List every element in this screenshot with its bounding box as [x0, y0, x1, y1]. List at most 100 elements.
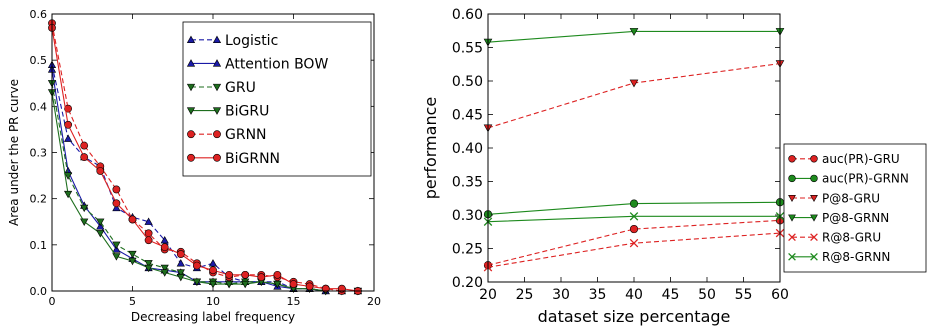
- data-point: [629, 212, 639, 221]
- data-point: [176, 250, 185, 258]
- data-point: [80, 204, 89, 213]
- data-point: [112, 203, 121, 212]
- legend-label: Logistic: [225, 33, 278, 49]
- data-point: [80, 218, 89, 226]
- legend-label: auc(PR)-GRU: [822, 152, 900, 166]
- y-tick-label: 0.20: [452, 275, 483, 291]
- data-point: [112, 253, 121, 261]
- y-axis-label: performance: [421, 97, 440, 199]
- data-point: [63, 190, 73, 199]
- y-tick-label: 0.60: [452, 7, 483, 23]
- data-point: [305, 282, 314, 291]
- legend-marker: [810, 174, 818, 183]
- legend-item: auc(PR)-GRU: [788, 152, 900, 166]
- data-point: [629, 199, 639, 208]
- y-tick-label: 0.0: [30, 285, 48, 298]
- y-tick-label: 0.55: [452, 41, 483, 57]
- data-point: [96, 230, 105, 238]
- legend-label: BiGRU: [225, 104, 269, 120]
- x-tick-label: 50: [698, 287, 716, 303]
- legend-box: [182, 21, 372, 177]
- legend-box: [783, 143, 927, 273]
- data-point: [160, 243, 169, 252]
- series-r-8-grnn: [483, 212, 785, 226]
- y-tick-label: 0.2: [30, 193, 48, 206]
- data-point: [257, 273, 266, 282]
- x-tick-label: 15: [287, 295, 301, 308]
- legend-label: auc(PR)-GRNN: [822, 172, 909, 186]
- legend-marker: [810, 155, 818, 163]
- legend-item: R@8-GRU: [788, 231, 881, 245]
- y-tick-label: 0.45: [452, 108, 483, 124]
- legend-item: R@8-GRNN: [788, 250, 890, 264]
- data-point: [629, 79, 639, 88]
- legend: auc(PR)-GRU auc(PR)-GRNN P@8-GRU P@8-GRNN R@…: [783, 143, 927, 273]
- data-point: [144, 264, 153, 273]
- data-point: [241, 280, 250, 289]
- y-tick-label: 0.6: [30, 8, 48, 21]
- legend-marker: [186, 59, 196, 67]
- series-line: [487, 232, 781, 268]
- data-point: [144, 229, 153, 238]
- series-auc-pr-grnn: [483, 198, 785, 219]
- x-tick-label: 55: [735, 287, 753, 303]
- legend-item: GRU: [186, 80, 256, 96]
- legend-label: R@8-GRU: [822, 231, 881, 245]
- y-tick-label: 0.35: [452, 175, 483, 191]
- x-tick-label: 20: [479, 287, 497, 303]
- legend-marker: [212, 107, 222, 115]
- data-point: [144, 260, 153, 268]
- axes-frame: [487, 13, 781, 283]
- legend-marker: [187, 153, 195, 162]
- x-tick-label: 20: [367, 295, 381, 308]
- y-tick-label: 0.50: [452, 74, 483, 90]
- legend-marker: [810, 214, 818, 222]
- legend-marker: [212, 35, 222, 43]
- legend-marker: [788, 252, 796, 261]
- legend-marker: [186, 35, 196, 43]
- legend-item: GRNN: [187, 127, 267, 143]
- data-point: [96, 222, 105, 230]
- series-r-8-gru: [483, 228, 785, 272]
- y-axis-label: Area under the PR curve: [7, 79, 21, 226]
- data-point: [128, 250, 137, 259]
- legend-label: P@8-GRNN: [822, 211, 889, 225]
- x-tick-label: 5: [129, 295, 136, 308]
- chart-1: 0 5 10 15 20 0.0 0.1 0.2 0.3 0.4 0.5 0.6 Decreasing …: [7, 8, 381, 324]
- data-point: [112, 199, 121, 208]
- series-line: [487, 63, 781, 129]
- legend-label: GRU: [225, 80, 256, 96]
- legend-item: Attention BOW: [186, 56, 328, 72]
- data-point: [321, 284, 330, 293]
- data-point: [629, 224, 639, 234]
- x-axis-label: dataset size percentage: [538, 307, 731, 326]
- data-point: [63, 172, 73, 180]
- x-tick-label: 45: [662, 287, 680, 303]
- y-tick-label: 0.5: [30, 54, 48, 67]
- data-point: [112, 241, 121, 250]
- legend-label: Attention BOW: [225, 56, 328, 72]
- data-point: [176, 273, 185, 282]
- legend-label: P@8-GRU: [822, 191, 880, 205]
- x-tick-label: 40: [625, 287, 643, 303]
- data-point: [241, 270, 250, 279]
- data-point: [208, 259, 218, 267]
- data-point: [192, 261, 201, 270]
- legend-marker: [212, 83, 222, 92]
- data-point: [176, 259, 185, 267]
- series-bigrnn: [48, 23, 362, 295]
- data-point: [224, 280, 234, 289]
- legend-marker: [186, 107, 196, 115]
- x-tick-label: 60: [771, 287, 789, 303]
- data-point: [176, 269, 185, 277]
- y-tick-label: 0.4: [30, 100, 48, 113]
- data-point: [289, 280, 298, 288]
- legend-item: P@8-GRU: [788, 191, 880, 205]
- legend-marker: [810, 233, 818, 242]
- legend-marker: [810, 194, 818, 203]
- data-point: [80, 141, 89, 150]
- legend-item: auc(PR)-GRNN: [788, 172, 909, 186]
- legend-label: GRNN: [225, 127, 267, 143]
- legend-marker: [212, 59, 222, 67]
- x-tick-label: 30: [552, 287, 570, 303]
